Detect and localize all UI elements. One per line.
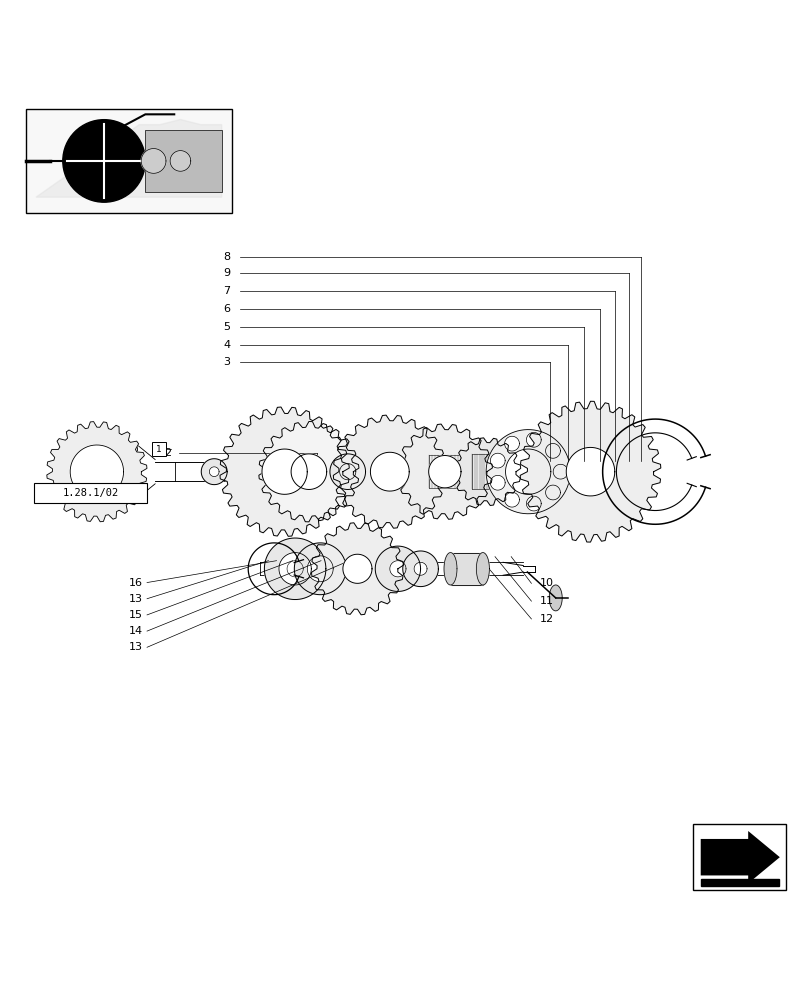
Polygon shape bbox=[444, 553, 457, 585]
Polygon shape bbox=[259, 422, 358, 522]
Text: 1.28.1/02: 1.28.1/02 bbox=[62, 488, 118, 498]
Polygon shape bbox=[70, 445, 123, 498]
Text: 4: 4 bbox=[223, 340, 230, 350]
Polygon shape bbox=[700, 879, 778, 886]
Text: 13: 13 bbox=[129, 594, 143, 604]
Polygon shape bbox=[220, 407, 349, 536]
Text: 12: 12 bbox=[539, 614, 553, 624]
Polygon shape bbox=[414, 562, 427, 575]
Polygon shape bbox=[389, 561, 406, 577]
Text: 11: 11 bbox=[539, 596, 553, 606]
Text: 8: 8 bbox=[223, 252, 230, 262]
Circle shape bbox=[62, 120, 145, 202]
Text: 9: 9 bbox=[223, 268, 230, 278]
Polygon shape bbox=[545, 485, 560, 500]
Polygon shape bbox=[504, 492, 519, 507]
Polygon shape bbox=[545, 443, 560, 458]
Bar bbox=[145, 130, 221, 192]
Polygon shape bbox=[291, 454, 326, 489]
Polygon shape bbox=[476, 553, 489, 585]
Polygon shape bbox=[370, 452, 409, 491]
Polygon shape bbox=[262, 449, 307, 494]
Polygon shape bbox=[504, 436, 519, 451]
Bar bbox=[152, 442, 166, 456]
Polygon shape bbox=[552, 464, 567, 479]
Polygon shape bbox=[294, 543, 345, 595]
Polygon shape bbox=[402, 551, 438, 587]
Text: 10: 10 bbox=[539, 578, 553, 588]
Polygon shape bbox=[170, 151, 191, 171]
Polygon shape bbox=[450, 553, 483, 585]
Bar bbox=[26, 109, 232, 213]
Text: 1: 1 bbox=[157, 445, 162, 454]
Polygon shape bbox=[264, 538, 325, 600]
Polygon shape bbox=[342, 554, 371, 583]
Polygon shape bbox=[548, 585, 561, 611]
Polygon shape bbox=[375, 546, 420, 591]
Polygon shape bbox=[520, 401, 660, 542]
Polygon shape bbox=[201, 459, 227, 485]
Polygon shape bbox=[333, 415, 446, 528]
Polygon shape bbox=[397, 424, 491, 519]
Polygon shape bbox=[329, 454, 365, 489]
Polygon shape bbox=[36, 120, 221, 197]
Text: 5: 5 bbox=[223, 322, 230, 332]
Text: 14: 14 bbox=[129, 626, 143, 636]
Polygon shape bbox=[209, 467, 219, 477]
Polygon shape bbox=[526, 432, 540, 447]
Polygon shape bbox=[486, 430, 569, 514]
Polygon shape bbox=[311, 523, 403, 615]
Text: 7: 7 bbox=[223, 286, 230, 296]
Text: 3: 3 bbox=[223, 357, 230, 367]
Polygon shape bbox=[700, 831, 779, 883]
Polygon shape bbox=[279, 553, 311, 585]
Polygon shape bbox=[505, 449, 550, 494]
Polygon shape bbox=[453, 438, 520, 506]
Polygon shape bbox=[141, 149, 165, 173]
Polygon shape bbox=[490, 453, 504, 468]
Polygon shape bbox=[428, 455, 461, 488]
Text: 6: 6 bbox=[223, 304, 230, 314]
Text: 16: 16 bbox=[129, 578, 143, 588]
Polygon shape bbox=[526, 496, 540, 511]
Bar bbox=[693, 824, 785, 890]
Bar bbox=[34, 483, 147, 503]
Polygon shape bbox=[47, 422, 147, 522]
Text: 13: 13 bbox=[129, 642, 143, 652]
Text: 15: 15 bbox=[129, 610, 143, 620]
Polygon shape bbox=[339, 464, 355, 480]
Text: 2: 2 bbox=[164, 448, 171, 458]
Polygon shape bbox=[490, 475, 504, 490]
Polygon shape bbox=[307, 556, 333, 582]
Polygon shape bbox=[565, 447, 614, 496]
